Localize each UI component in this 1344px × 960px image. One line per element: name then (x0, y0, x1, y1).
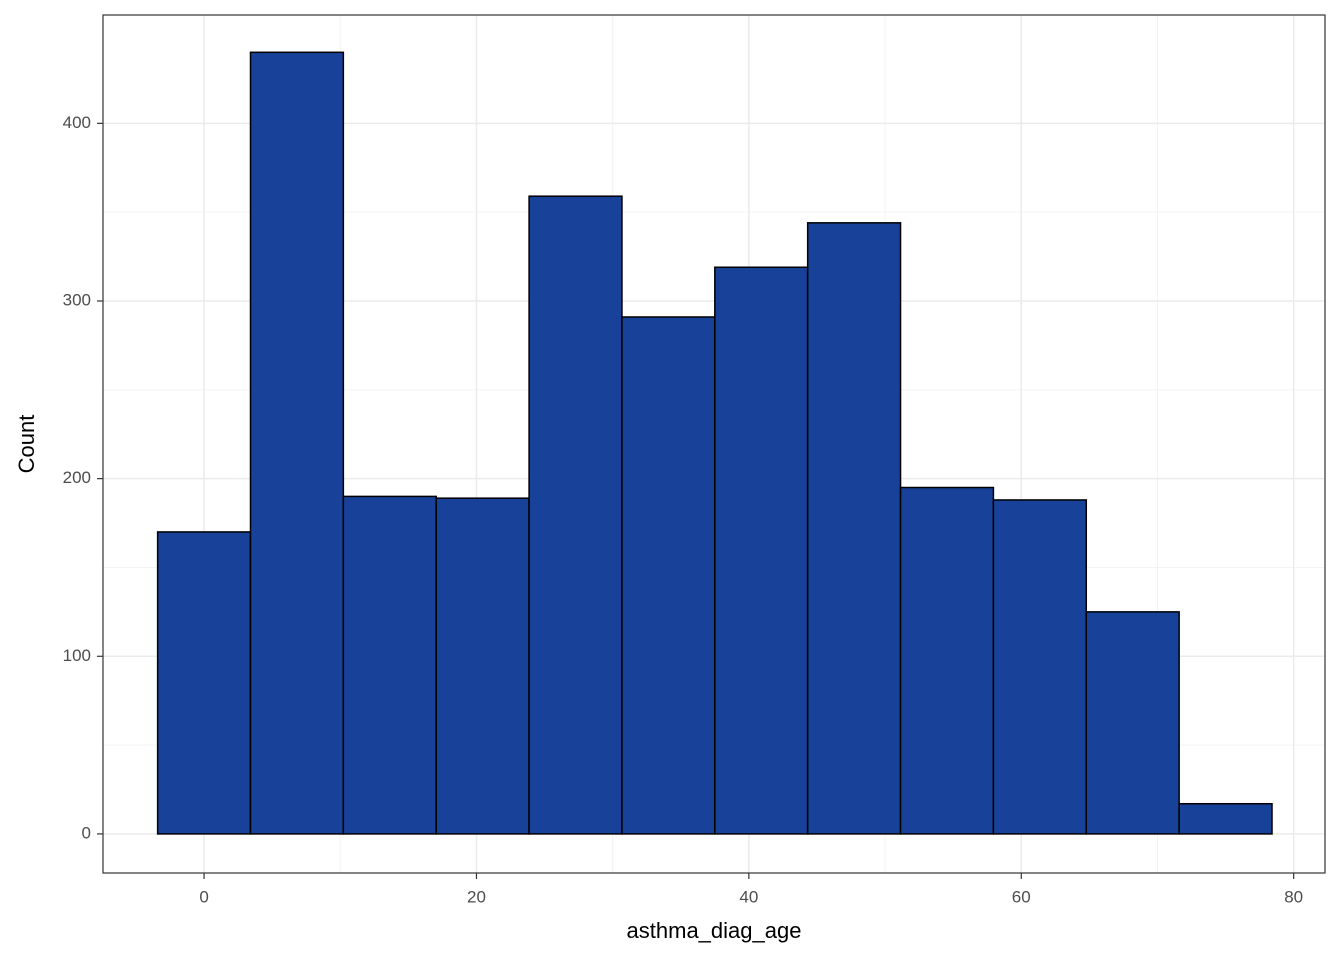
x-tick-label: 80 (1284, 887, 1303, 906)
bar (342, 495, 437, 835)
panel-border (102, 14, 1326, 874)
x-tick-label: 20 (467, 887, 486, 906)
bar (1178, 802, 1273, 835)
x-tick-label: 60 (1012, 887, 1031, 906)
x-tick-label: 40 (739, 887, 758, 906)
bar (435, 497, 530, 835)
y-tick-label: 300 (63, 290, 91, 309)
y-tick-label: 400 (63, 113, 91, 132)
bar (249, 51, 345, 835)
x-axis-title: asthma_diag_age (627, 918, 802, 943)
bar (714, 266, 809, 835)
y-tick-label: 100 (63, 646, 91, 665)
y-tick-label: 200 (63, 468, 91, 487)
x-tick-label: 0 (199, 887, 208, 906)
bar (1085, 611, 1180, 835)
y-axis-title: Count (14, 415, 39, 474)
bar (899, 486, 995, 835)
bar (806, 222, 902, 835)
bar (528, 195, 623, 835)
bar (621, 316, 716, 835)
bar (992, 499, 1088, 835)
bar (156, 531, 252, 835)
y-tick-label: 0 (82, 823, 91, 842)
